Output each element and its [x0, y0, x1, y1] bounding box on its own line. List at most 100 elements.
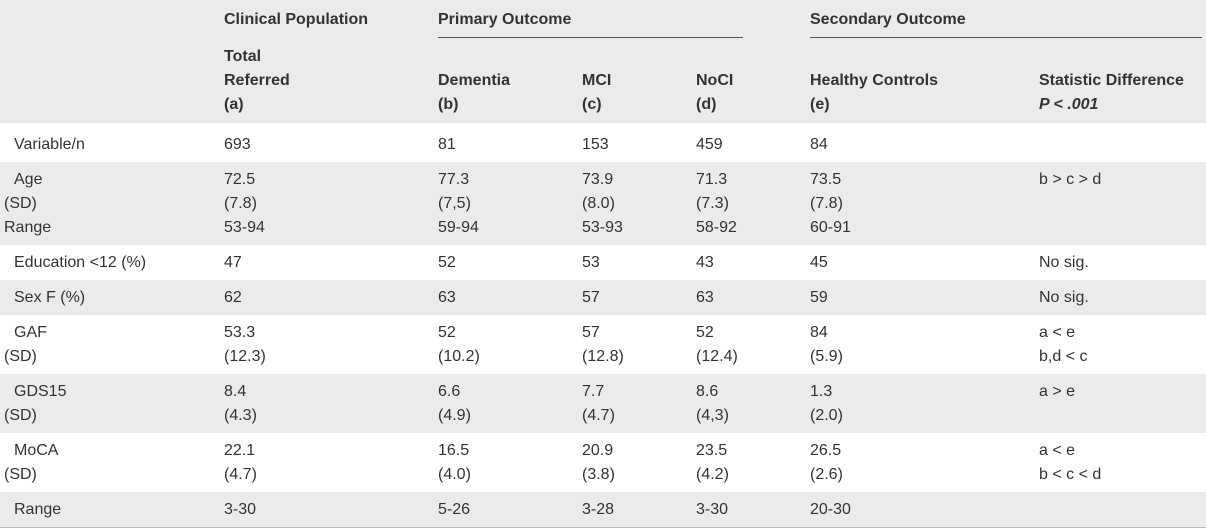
cell: 47 — [224, 254, 242, 271]
cell: 62 — [224, 289, 242, 306]
cell: 693 — [224, 136, 251, 153]
cell: 43 — [696, 254, 714, 271]
cell: b > c > d — [1039, 171, 1102, 188]
cell: 57 — [582, 289, 600, 306]
cell: 3-28 — [582, 501, 615, 518]
cell: 45 — [810, 254, 828, 271]
cell: 20-30 — [810, 501, 851, 518]
row-label: (SD) — [4, 195, 37, 212]
row-label: Variable/n — [14, 136, 85, 153]
cell: 52 — [438, 254, 456, 271]
cell: 7.7 — [582, 383, 605, 400]
cell: b < c < d — [1039, 466, 1102, 483]
column-header: P < .001 — [1039, 96, 1099, 113]
column-header: Referred — [224, 72, 290, 89]
cell: a > e — [1039, 383, 1076, 400]
cell: (4.9) — [438, 407, 471, 424]
cell: 63 — [696, 289, 714, 306]
row-label: (SD) — [4, 407, 37, 424]
column-header: (d) — [696, 96, 717, 113]
cell: 8.4 — [224, 383, 247, 400]
cell: 1.3 — [810, 383, 833, 400]
cell: (4.3) — [224, 407, 257, 424]
cell: 84 — [810, 136, 828, 153]
cell: (2.6) — [810, 466, 843, 483]
cell: 73.5 — [810, 171, 842, 188]
cell: (7,5) — [438, 195, 471, 212]
cell: 58-92 — [696, 219, 737, 236]
column-header: Healthy Controls — [810, 72, 939, 89]
cell: 53 — [582, 254, 600, 271]
cell: 72.5 — [224, 171, 256, 188]
cell: 81 — [438, 136, 456, 153]
row-label: Sex F (%) — [14, 289, 86, 306]
header-background — [0, 0, 1206, 123]
group-rule — [438, 37, 743, 38]
row-label: Education <12 (%) — [14, 254, 147, 271]
group-header: Secondary Outcome — [810, 11, 966, 28]
cell: (10.2) — [438, 348, 480, 365]
cell: 5-26 — [438, 501, 471, 518]
cell: b,d < c — [1039, 348, 1088, 365]
cell: (12.4) — [696, 348, 738, 365]
cell: (4.2) — [696, 466, 729, 483]
row-background — [0, 492, 1206, 527]
cell: (7.8) — [810, 195, 843, 212]
cell: No sig. — [1039, 254, 1089, 271]
cell: 20.9 — [582, 442, 614, 459]
cell: 63 — [438, 289, 456, 306]
cell: 22.1 — [224, 442, 256, 459]
column-header: NoCI — [696, 72, 734, 89]
column-header: (e) — [810, 96, 830, 113]
cell: 59 — [810, 289, 828, 306]
cell: (4.7) — [224, 466, 257, 483]
cell: (4.0) — [438, 466, 471, 483]
row-label: Range — [14, 501, 62, 518]
row-background — [0, 280, 1206, 315]
group-rule — [810, 37, 1202, 38]
group-header: Primary Outcome — [438, 11, 572, 28]
cell: 3-30 — [696, 501, 729, 518]
row-background — [0, 162, 1206, 245]
column-header: (b) — [438, 96, 459, 113]
column-header: MCI — [582, 72, 612, 89]
cell: 57 — [582, 324, 600, 341]
row-label: GDS15 — [14, 383, 67, 400]
cell: (7.3) — [696, 195, 729, 212]
cell: 60-91 — [810, 219, 851, 236]
cell: a < e — [1039, 324, 1076, 341]
bottom-rule — [0, 527, 1206, 528]
cell: No sig. — [1039, 289, 1089, 306]
cell: 73.9 — [582, 171, 614, 188]
column-header: Total — [224, 48, 262, 65]
cell: 59-94 — [438, 219, 479, 236]
cell: 71.3 — [696, 171, 728, 188]
cell: 84 — [810, 324, 828, 341]
cell: 77.3 — [438, 171, 470, 188]
row-label: GAF — [14, 324, 47, 341]
cell: (12.3) — [224, 348, 266, 365]
cell: (4,3) — [696, 407, 729, 424]
cell: a < e — [1039, 442, 1076, 459]
cell: 52 — [438, 324, 456, 341]
row-label: (SD) — [4, 348, 37, 365]
row-label: Age — [14, 171, 43, 188]
cell: (7.8) — [224, 195, 257, 212]
cell: 16.5 — [438, 442, 470, 459]
cell: 53-94 — [224, 219, 265, 236]
row-background — [0, 374, 1206, 433]
column-header: Statistic Difference — [1039, 72, 1184, 89]
cell: 6.6 — [438, 383, 461, 400]
cell: (2.0) — [810, 407, 843, 424]
cell: 23.5 — [696, 442, 728, 459]
row-label: MoCA — [14, 442, 59, 459]
column-header: (a) — [224, 96, 244, 113]
row-label: (SD) — [4, 466, 37, 483]
row-label: Range — [4, 219, 52, 236]
cell: 53-93 — [582, 219, 623, 236]
cell: 52 — [696, 324, 714, 341]
cell: 26.5 — [810, 442, 842, 459]
cell: (12.8) — [582, 348, 624, 365]
cell: (8.0) — [582, 195, 615, 212]
